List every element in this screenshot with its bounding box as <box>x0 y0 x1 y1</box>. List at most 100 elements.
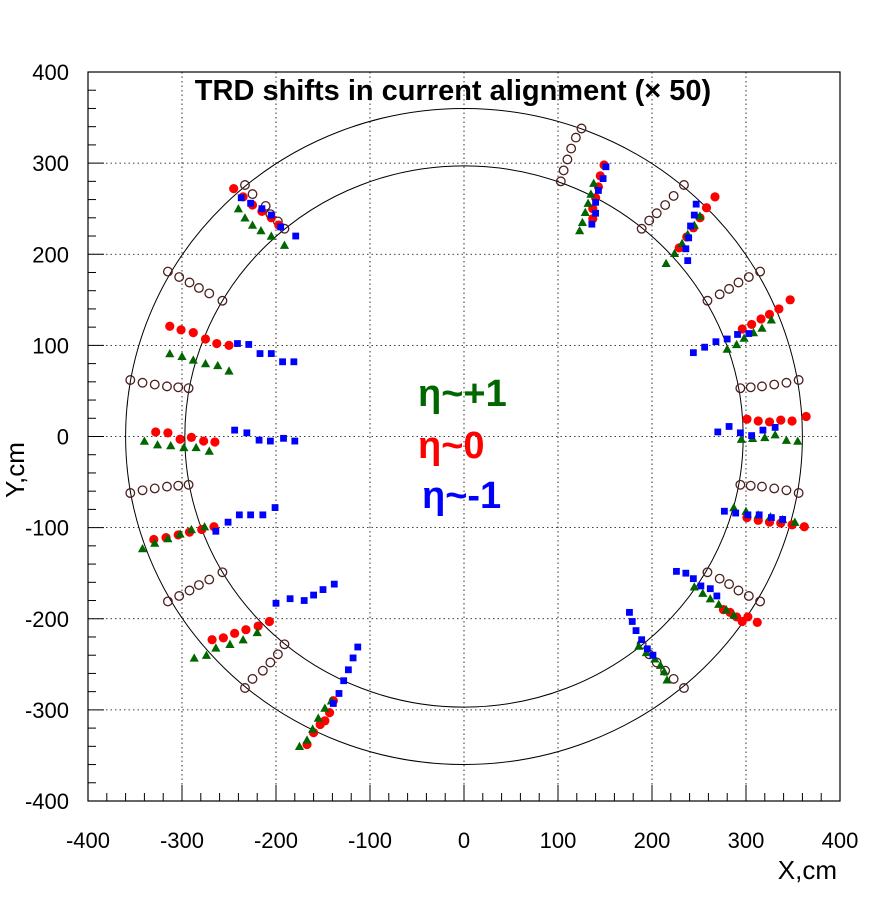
data-point <box>224 518 232 526</box>
data-point <box>779 516 787 523</box>
data-point <box>729 502 739 512</box>
data-point <box>710 192 720 202</box>
data-point <box>212 338 222 349</box>
data-point <box>201 650 212 659</box>
data-point <box>162 481 172 492</box>
data-point <box>272 599 280 607</box>
legend-entry-eta-minus1: η~-1 <box>422 475 501 517</box>
data-point <box>735 383 746 394</box>
data-point <box>735 479 746 490</box>
data-point <box>150 538 160 547</box>
data-point <box>566 143 577 154</box>
data-point <box>692 200 700 208</box>
data-point <box>725 423 733 430</box>
data-point <box>743 612 753 622</box>
data-point <box>218 633 228 643</box>
data-point <box>723 335 731 343</box>
data-point <box>684 257 692 265</box>
data-point <box>769 483 780 494</box>
reference-circles <box>125 107 803 766</box>
data-point <box>199 522 210 531</box>
data-point <box>166 441 176 450</box>
data-point <box>320 716 330 726</box>
data-point <box>125 488 136 498</box>
data-point <box>238 635 248 644</box>
data-point <box>255 436 263 444</box>
data-point <box>137 485 148 496</box>
data-point <box>163 533 173 543</box>
data-point <box>682 245 690 253</box>
data-point <box>580 207 590 217</box>
data-point <box>286 595 294 603</box>
data-point <box>340 677 348 685</box>
data-point <box>767 514 775 522</box>
data-point <box>162 266 173 277</box>
data-point <box>592 209 599 217</box>
data-point <box>152 440 163 449</box>
data-point <box>256 225 266 235</box>
data-point <box>234 340 241 347</box>
data-point <box>697 582 705 590</box>
data-point <box>279 358 286 366</box>
data-point <box>280 434 287 442</box>
data-point <box>599 175 607 183</box>
data-point <box>753 416 763 426</box>
data-point <box>213 360 223 370</box>
data-point <box>712 338 720 346</box>
y-tick-label: 100 <box>32 333 69 358</box>
data-point <box>184 277 195 288</box>
data-point <box>702 567 713 578</box>
data-point <box>200 359 211 368</box>
data-point <box>679 683 689 693</box>
data-point <box>705 594 715 603</box>
data-point <box>294 741 305 751</box>
data-point <box>744 511 752 519</box>
data-point <box>204 288 215 299</box>
data-point <box>668 190 679 201</box>
data-point <box>267 350 275 357</box>
data-point <box>714 428 722 436</box>
data-point <box>748 432 756 439</box>
data-point <box>801 411 811 422</box>
data-point <box>330 580 338 588</box>
data-point <box>589 178 599 187</box>
reference-circle <box>184 165 744 708</box>
data-point <box>217 567 228 578</box>
data-point <box>764 309 775 319</box>
data-point <box>774 304 784 314</box>
data-point <box>271 504 279 511</box>
data-point <box>165 321 175 331</box>
data-point <box>733 277 744 288</box>
data-point <box>790 517 800 526</box>
series-triangle <box>137 178 803 751</box>
data-point <box>354 643 362 651</box>
data-point <box>266 231 276 240</box>
data-point <box>757 323 767 332</box>
data-point <box>335 690 343 697</box>
data-point <box>586 189 596 198</box>
legend: η~+1 η~0 η~-1 <box>418 373 507 517</box>
data-point <box>179 442 189 452</box>
data-point <box>576 123 587 134</box>
data-point <box>698 588 708 597</box>
y-axis-label: Y,cm <box>0 442 30 498</box>
data-point <box>714 573 725 584</box>
data-point <box>302 735 312 744</box>
data-point <box>300 597 308 604</box>
data-point <box>743 272 754 282</box>
data-point <box>733 585 744 596</box>
data-point <box>785 295 795 305</box>
data-point <box>602 163 610 171</box>
data-point <box>679 180 689 190</box>
data-point <box>277 223 285 231</box>
data-point <box>752 617 762 627</box>
data-point <box>149 483 160 494</box>
data-point <box>237 194 245 202</box>
data-point <box>721 605 731 614</box>
data-point <box>720 507 728 515</box>
data-point <box>210 437 220 447</box>
data-point <box>165 348 175 358</box>
data-point <box>682 569 690 577</box>
data-point <box>279 639 290 650</box>
